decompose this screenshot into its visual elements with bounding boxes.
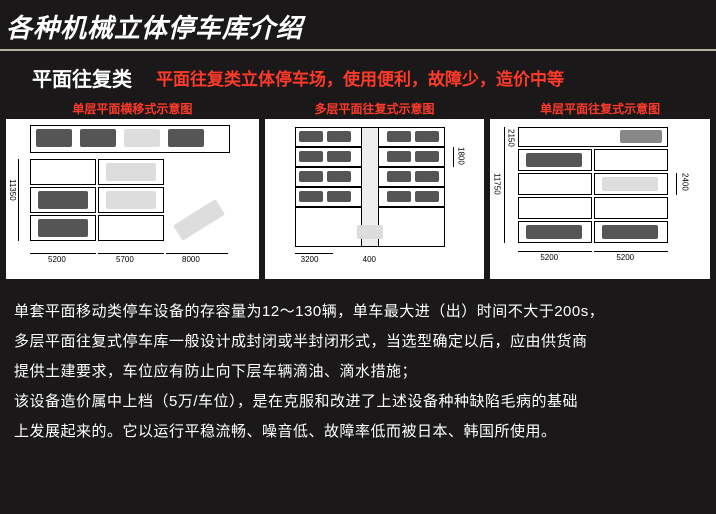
dim-d2-h: 1800 xyxy=(457,147,466,165)
dim-d1-w3: 8000 xyxy=(182,255,200,264)
dim-d2-w: 3200 xyxy=(301,255,319,264)
diagram-2-label: 多层平面往复式示意图 xyxy=(314,100,434,117)
body-line-5: 上发展起来的。它以运行平稳流畅、噪音低、故障率低而被日本、韩国所使用。 xyxy=(14,417,702,447)
subheading: 平面往复类 xyxy=(8,63,132,92)
dim-d1-w1: 5200 xyxy=(48,255,66,264)
body-line-3: 提供土建要求，车位应有防止向下层车辆滴油、滴水措施； xyxy=(14,357,702,387)
dim-d3-h: 11750 xyxy=(492,173,501,195)
diagram-1-box: 11350 5200 5700 8000 xyxy=(6,119,259,279)
diagram-row: 单层平面横移式示意图 11350 5200 xyxy=(0,100,716,287)
diagram-3-label: 单层平面往复式示意图 xyxy=(540,100,660,117)
dim-d2-wt: 400 xyxy=(363,255,376,264)
diagram-1-label: 单层平面横移式示意图 xyxy=(72,100,192,117)
diagram-3-box: 11750 2150 2400 5200 5200 xyxy=(490,119,710,279)
body-line-4: 该设备造价属中上档（5万/车位），是在克服和改进了上述设备种种缺陷毛病的基础 xyxy=(14,387,702,417)
tagline: 平面往复类立体停车场，使用便利，故障少，造价中等 xyxy=(156,65,564,90)
dim-d1-h: 11350 xyxy=(8,179,17,201)
diagram-2: 多层平面往复式示意图 xyxy=(265,100,485,279)
dim-d3-ht: 2150 xyxy=(506,129,515,147)
dim-d3-hm: 2400 xyxy=(680,173,689,191)
body-text: 单套平面移动类停车设备的存容量为12～130辆，单车最大进（出）时间不大于200… xyxy=(0,287,716,447)
diagram-3: 单层平面往复式示意图 11750 2150 2400 5200 xyxy=(490,100,710,279)
dim-d3-w1: 5200 xyxy=(540,253,558,262)
dim-d3-w2: 5200 xyxy=(616,253,634,262)
diagram-2-box: 1800 3200 400 xyxy=(265,119,485,279)
dim-d1-w2: 5700 xyxy=(116,255,134,264)
body-line-2: 多层平面往复式停车库一般设计成封闭或半封闭形式，当选型确定以后，应由供货商 xyxy=(14,327,702,357)
subtitle-row: 平面往复类 平面往复类立体停车场，使用便利，故障少，造价中等 xyxy=(0,59,716,100)
body-line-1: 单套平面移动类停车设备的存容量为12～130辆，单车最大进（出）时间不大于200… xyxy=(14,297,702,327)
page-title: 各种机械立体停车库介绍 xyxy=(0,0,716,49)
title-underline xyxy=(0,49,716,51)
diagram-1: 单层平面横移式示意图 11350 5200 xyxy=(6,100,259,279)
